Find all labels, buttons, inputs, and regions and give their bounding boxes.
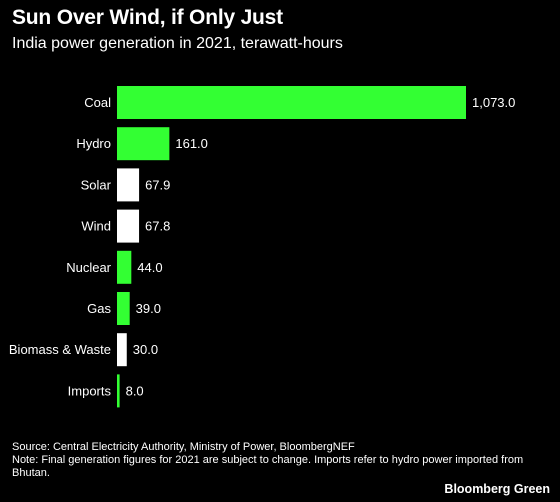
category-label: Coal xyxy=(84,95,111,110)
value-label: 8.0 xyxy=(126,383,144,398)
bar-chart: Coal 1,073.0 Hydro 161.0 Solar 67.9 Wind 67.8 Nu… xyxy=(9,86,515,408)
bar xyxy=(117,374,120,408)
value-label: 30.0 xyxy=(133,342,158,357)
category-label: Biomass & Waste xyxy=(9,342,111,357)
bar xyxy=(117,292,130,325)
value-label: 67.8 xyxy=(145,219,170,234)
bar xyxy=(117,127,170,161)
chart-title: Sun Over Wind, if Only Just xyxy=(12,6,283,29)
bar xyxy=(117,333,127,367)
source-note: Source: Central Electricity Authority, M… xyxy=(12,441,355,453)
bar xyxy=(117,209,140,243)
bar xyxy=(117,86,466,119)
category-label: Gas xyxy=(87,301,111,316)
bar xyxy=(117,250,132,284)
footer: Source: Central Electricity Authority, M… xyxy=(12,441,552,480)
category-label: Solar xyxy=(81,177,112,192)
value-label: 67.9 xyxy=(145,177,170,192)
brand-logo: Bloomberg Green xyxy=(444,482,550,496)
bar xyxy=(117,168,140,202)
value-label: 44.0 xyxy=(137,260,162,275)
value-label: 39.0 xyxy=(136,301,161,316)
value-label: 161.0 xyxy=(175,136,208,151)
value-label: 1,073.0 xyxy=(472,95,515,110)
footnote: Note: Final generation figures for 2021 … xyxy=(12,454,524,479)
category-label: Nuclear xyxy=(66,260,111,275)
category-label: Wind xyxy=(81,219,111,234)
chart-subtitle: India power generation in 2021, terawatt… xyxy=(12,35,343,52)
category-label: Imports xyxy=(68,383,112,398)
category-label: Hydro xyxy=(76,136,111,151)
